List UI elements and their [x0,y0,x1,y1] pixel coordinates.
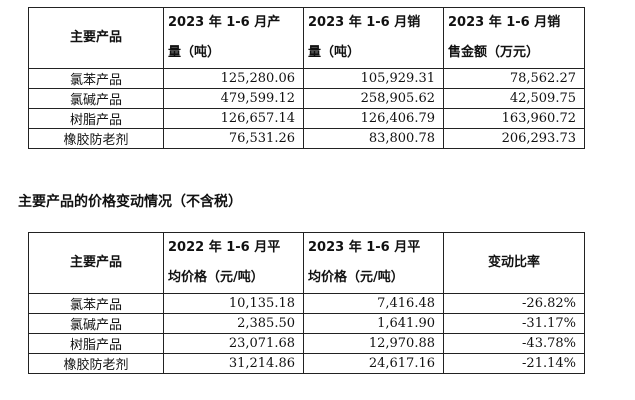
header-line: 量（吨） [308,45,361,60]
header-line: 2023 年 1-6 月平 [308,240,421,255]
production-sales-table: 主要产品 2023 年 1-6 月产 量（吨） 2023 年 1-6 月销 量（… [28,7,585,149]
sales-volume-cell: 83,800.78 [303,128,444,149]
header-change-rate: 变动比率 [443,232,585,294]
header-production-volume: 2023 年 1-6 月产 量（吨） [163,7,304,69]
header-line: 均价格（元/吨） [168,270,264,285]
header-price-2022: 2022 年 1-6 月平 均价格（元/吨） [163,232,304,294]
table-row: 氯苯产品 125,280.06 105,929.31 78,562.27 [28,68,585,89]
table-header-row: 主要产品 2022 年 1-6 月平 均价格（元/吨） 2023 年 1-6 月… [28,232,585,294]
price-2023-cell: 1,641.90 [303,313,444,334]
change-rate-cell: -43.78% [443,333,585,354]
price-2022-cell: 23,071.68 [163,333,304,354]
header-line: 主要产品 [69,30,122,45]
sales-volume-cell: 105,929.31 [303,68,444,89]
production-volume-cell: 76,531.26 [163,128,304,149]
table-row: 橡胶防老剂 76,531.26 83,800.78 206,293.73 [28,128,585,149]
table-row: 橡胶防老剂 31,214.86 24,617.16 -21.14% [28,353,585,374]
header-sales-amount: 2023 年 1-6 月销 售金额（万元） [443,7,585,69]
production-volume-cell: 479,599.12 [163,88,304,109]
price-2022-cell: 2,385.50 [163,313,304,334]
table-row: 氯碱产品 479,599.12 258,905.62 42,509.75 [28,88,585,109]
header-line: 2023 年 1-6 月销 [308,15,421,30]
product-name: 氯碱产品 [28,313,164,334]
header-line: 均价格（元/吨） [308,270,404,285]
header-sales-volume: 2023 年 1-6 月销 量（吨） [303,7,444,69]
production-volume-cell: 126,657.14 [163,108,304,129]
product-name: 氯碱产品 [28,88,164,109]
change-rate-cell: -31.17% [443,313,585,334]
header-price-2023: 2023 年 1-6 月平 均价格（元/吨） [303,232,444,294]
price-2022-cell: 31,214.86 [163,353,304,374]
header-product: 主要产品 [28,232,164,294]
header-product: 主要产品 [28,7,164,69]
header-line: 主要产品 [69,255,122,270]
product-name: 树脂产品 [28,108,164,129]
product-name: 橡胶防老剂 [28,353,164,374]
header-line: 2023 年 1-6 月产 [168,15,281,30]
table-row: 氯碱产品 2,385.50 1,641.90 -31.17% [28,313,585,334]
table-row: 氯苯产品 10,135.18 7,416.48 -26.82% [28,293,585,314]
product-name: 氯苯产品 [28,68,164,89]
header-line: 2022 年 1-6 月平 [168,240,281,255]
header-line: 2023 年 1-6 月销 [448,15,561,30]
production-volume-cell: 125,280.06 [163,68,304,89]
sales-volume-cell: 126,406.79 [303,108,444,129]
sales-amount-cell: 163,960.72 [443,108,585,129]
product-name: 橡胶防老剂 [28,128,164,149]
header-line: 变动比率 [487,255,540,270]
product-name: 氯苯产品 [28,293,164,314]
price-2023-cell: 12,970.88 [303,333,444,354]
header-line: 售金额（万元） [448,45,540,60]
table-header-row: 主要产品 2023 年 1-6 月产 量（吨） 2023 年 1-6 月销 量（… [28,7,585,69]
product-name: 树脂产品 [28,333,164,354]
sales-amount-cell: 206,293.73 [443,128,585,149]
header-line: 量（吨） [168,45,221,60]
table-row: 树脂产品 126,657.14 126,406.79 163,960.72 [28,108,585,129]
sales-amount-cell: 42,509.75 [443,88,585,109]
table-row: 树脂产品 23,071.68 12,970.88 -43.78% [28,333,585,354]
change-rate-cell: -21.14% [443,353,585,374]
price-2022-cell: 10,135.18 [163,293,304,314]
sales-amount-cell: 78,562.27 [443,68,585,89]
price-2023-cell: 24,617.16 [303,353,444,374]
price-2023-cell: 7,416.48 [303,293,444,314]
sales-volume-cell: 258,905.62 [303,88,444,109]
price-change-table: 主要产品 2022 年 1-6 月平 均价格（元/吨） 2023 年 1-6 月… [28,232,585,374]
change-rate-cell: -26.82% [443,293,585,314]
section-title: 主要产品的价格变动情况（不含税） [18,194,242,210]
